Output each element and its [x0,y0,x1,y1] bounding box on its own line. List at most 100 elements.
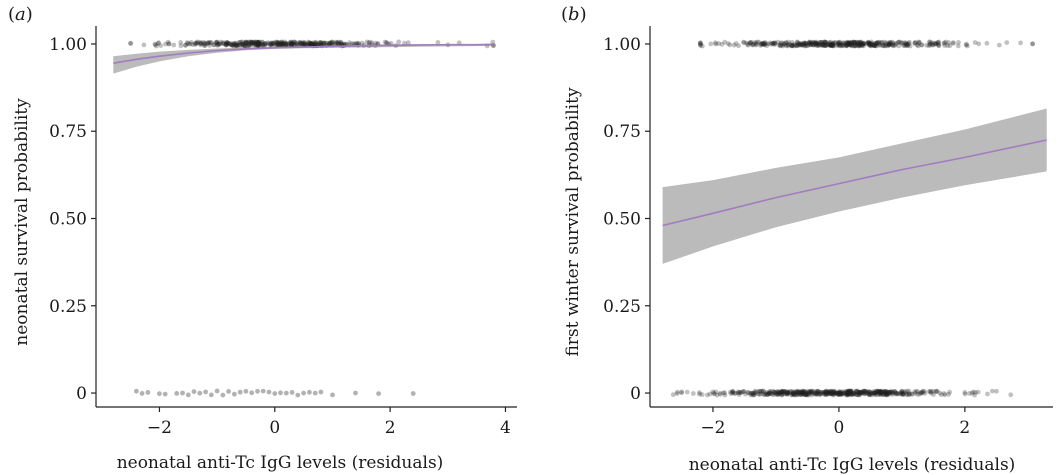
data-point [820,389,826,395]
data-point [214,39,220,45]
data-point [828,389,833,395]
data-point [205,40,211,46]
data-point [780,389,786,395]
data-point [705,392,710,398]
data-point [284,42,289,47]
data-point [928,389,934,394]
data-point [789,392,795,398]
data-point [899,389,904,395]
data-point [300,41,305,47]
data-point [856,392,862,398]
x-tick-label: −2 [700,418,725,438]
data-point [253,39,259,45]
data-point [828,42,833,48]
data-point [839,391,845,397]
data-point [854,388,859,394]
data-point [868,41,874,47]
data-point [849,391,855,397]
data-point [767,390,773,396]
data-point [197,39,203,45]
data-point [327,40,333,46]
data-point [814,43,819,48]
data-point [802,43,807,49]
data-point [804,392,810,397]
data-point [846,40,852,45]
data-point [892,390,898,396]
data-point [818,39,824,45]
data-point [765,41,771,47]
data-point [846,388,851,394]
data-point [396,39,402,45]
data-point [725,41,731,47]
data-point [766,390,771,396]
data-point [322,40,328,46]
data-point [780,43,785,49]
data-point [848,41,854,47]
data-point [813,40,818,46]
data-point [736,389,741,395]
data-point [790,389,796,395]
data-point [885,389,890,395]
data-point [185,392,191,398]
data-point [712,391,717,397]
data-point [789,43,794,49]
data-point [306,41,311,47]
data-point [873,392,879,398]
data-point [869,39,874,45]
data-point [814,41,820,47]
data-point [240,42,246,48]
data-point [810,40,816,46]
data-point [882,390,888,396]
data-point [747,40,752,46]
data-point [797,392,803,398]
data-point [813,39,819,45]
data-point [162,391,168,397]
data-point [799,41,804,46]
data-point [233,43,239,49]
data-point [214,388,220,394]
data-point [220,392,226,398]
data-point [856,390,862,395]
data-point [828,391,834,397]
data-point [237,389,243,395]
data-point [928,390,934,396]
data-point [840,42,845,48]
data-point [816,41,821,47]
data-point [877,389,883,394]
data-point [778,390,784,395]
data-point [947,389,952,395]
data-point [234,43,240,49]
data-point [801,41,807,47]
data-point [883,389,889,394]
data-point [859,390,865,396]
data-point [826,390,832,396]
data-point [824,389,830,395]
data-point [238,43,243,49]
data-point [845,390,850,396]
data-point [183,42,189,48]
data-point [247,39,253,45]
data-point [805,42,811,48]
data-point [813,40,819,46]
data-point [873,41,879,47]
data-point [822,39,828,45]
data-point [224,42,230,47]
data-point [817,392,822,398]
x-tick-label: −2 [147,418,172,438]
data-point [314,41,320,47]
data-point [256,40,262,45]
data-point [861,41,867,46]
data-point [905,42,911,47]
data-point [934,388,940,394]
data-point [402,40,407,46]
data-point [860,41,866,47]
data-point [311,41,317,47]
data-point [690,391,696,396]
data-point [896,391,901,397]
data-point [900,392,906,397]
data-point [185,41,190,46]
data-point [904,392,910,397]
data-point [786,39,791,45]
data-point [885,43,891,49]
data-point [791,391,797,397]
